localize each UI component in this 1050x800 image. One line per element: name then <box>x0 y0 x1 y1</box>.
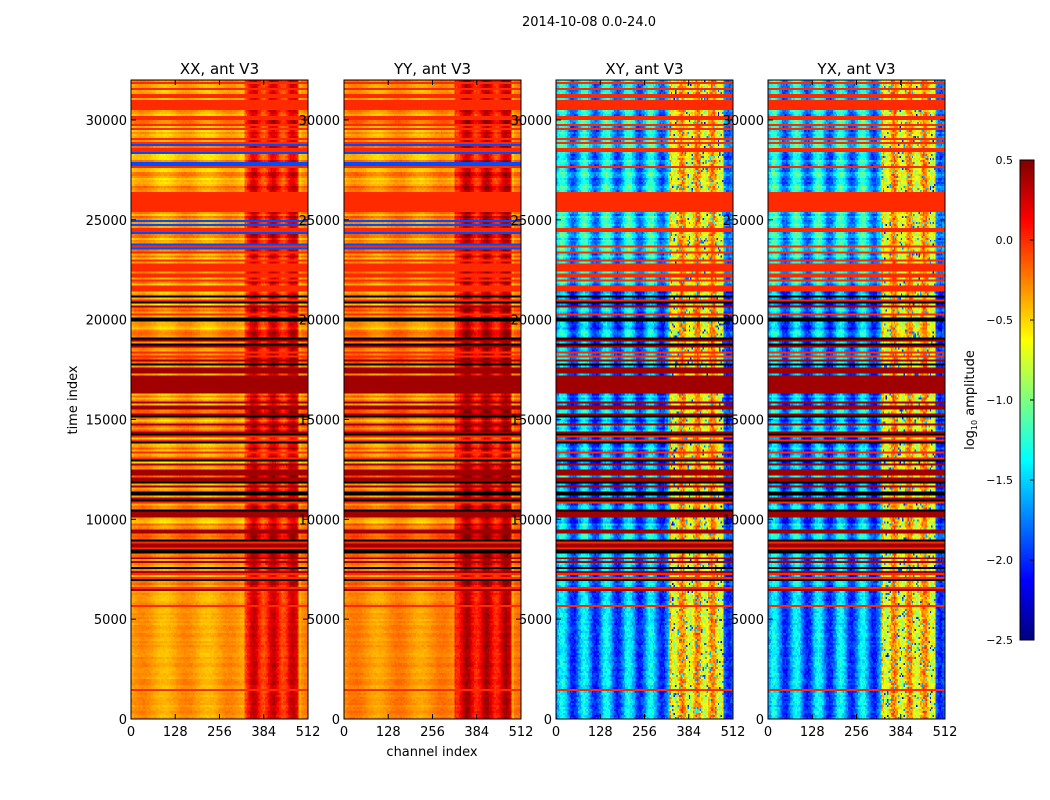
colorbar-tick-label: −1.5 <box>986 474 1013 487</box>
colorbar-tick-label: −1.0 <box>986 394 1013 407</box>
y-tick-label: 15000 <box>299 413 340 428</box>
x-tick-label: 256 <box>632 725 657 740</box>
colorbar-tick-label: −2.0 <box>986 554 1013 567</box>
x-tick-label: 256 <box>420 725 445 740</box>
x-tick-label: 0 <box>552 725 560 740</box>
panel-frame <box>130 79 309 720</box>
x-axis-label: channel index <box>386 745 477 760</box>
y-tick-label: 20000 <box>86 314 127 329</box>
y-tick-label: 20000 <box>511 314 552 329</box>
y-tick-label: 25000 <box>511 214 552 229</box>
x-tick-label: 0 <box>764 725 772 740</box>
y-tick-label: 10000 <box>86 513 127 528</box>
y-tick-label: 15000 <box>511 413 552 428</box>
heatmap-cross-3 <box>768 80 945 719</box>
y-tick-label: 25000 <box>299 214 340 229</box>
x-tick-label: 512 <box>296 725 321 740</box>
x-tick-label: 256 <box>207 725 232 740</box>
panel-3: YX, ant V3 0 128 256 384 512 0 5000 10000 15000 20… <box>723 60 958 740</box>
panel-0: XX, ant V3 0 128 256 384 512 0 5000 10000 15000 20… <box>86 60 321 740</box>
x-tick-label: 512 <box>721 725 746 740</box>
panel-frame <box>555 79 734 720</box>
y-tick-label: 30000 <box>723 114 764 129</box>
x-tick-label: 384 <box>251 725 276 740</box>
figure-title: 2014-10-08 0.0-24.0 <box>522 15 656 30</box>
y-tick-label: 5000 <box>307 613 340 628</box>
y-tick-label: 5000 <box>94 613 127 628</box>
colorbar-tick-label: −2.5 <box>986 634 1013 647</box>
y-tick-label: 0 <box>119 713 127 728</box>
y-tick-label: 0 <box>544 713 552 728</box>
y-tick-label: 20000 <box>299 314 340 329</box>
x-tick-label: 384 <box>464 725 489 740</box>
y-tick-label: 30000 <box>511 114 552 129</box>
x-tick-label: 128 <box>800 725 825 740</box>
panel-2: XY, ant V3 0 128 256 384 512 0 5000 10000 15000 20… <box>511 60 746 740</box>
colorbar-tick-label: 0.5 <box>996 154 1014 167</box>
y-tick-label: 0 <box>756 713 764 728</box>
x-tick-label: 384 <box>888 725 913 740</box>
y-tick-label: 25000 <box>86 214 127 229</box>
panel-title: YY, ant V3 <box>393 60 471 78</box>
y-tick-label: 5000 <box>519 613 552 628</box>
x-tick-label: 128 <box>376 725 401 740</box>
x-tick-label: 256 <box>844 725 869 740</box>
y-tick-label: 10000 <box>723 513 764 528</box>
y-axis-label: time index <box>66 365 81 434</box>
x-tick-label: 512 <box>509 725 534 740</box>
y-tick-label: 15000 <box>86 413 127 428</box>
x-tick-label: 128 <box>588 725 613 740</box>
heatmap-cross-2 <box>556 80 733 719</box>
panel-title: XX, ant V3 <box>180 60 259 78</box>
x-tick-label: 0 <box>340 725 348 740</box>
panel-title: XY, ant V3 <box>605 60 683 78</box>
colorbar-label: log10 amplitude <box>963 350 979 450</box>
y-tick-label: 5000 <box>731 613 764 628</box>
heatmap-auto-1 <box>344 80 521 719</box>
x-tick-label: 512 <box>933 725 958 740</box>
y-tick-label: 10000 <box>299 513 340 528</box>
colorbar-gradient <box>1020 160 1034 640</box>
y-tick-label: 30000 <box>86 114 127 129</box>
x-tick-label: 128 <box>163 725 188 740</box>
y-tick-label: 25000 <box>723 214 764 229</box>
y-tick-label: 10000 <box>511 513 552 528</box>
panel-frame <box>343 79 522 720</box>
x-tick-label: 384 <box>676 725 701 740</box>
panel-1: YY, ant V3 0 128 256 384 512 0 5000 10000 15000 20… <box>299 60 534 740</box>
colorbar-tick-label: −0.5 <box>986 314 1013 327</box>
y-tick-label: 20000 <box>723 314 764 329</box>
colorbar: log10 amplitude 0.5 0.0 −0.5 −1.0 −1.5 −2.0 −2… <box>963 154 1035 647</box>
y-tick-label: 15000 <box>723 413 764 428</box>
x-tick-label: 0 <box>127 725 135 740</box>
panel-title: YX, ant V3 <box>816 60 895 78</box>
heatmap-auto-0 <box>131 80 308 719</box>
y-tick-label: 0 <box>332 713 340 728</box>
colorbar-tick-label: 0.0 <box>996 234 1014 247</box>
y-tick-label: 30000 <box>299 114 340 129</box>
panel-frame <box>767 79 946 720</box>
